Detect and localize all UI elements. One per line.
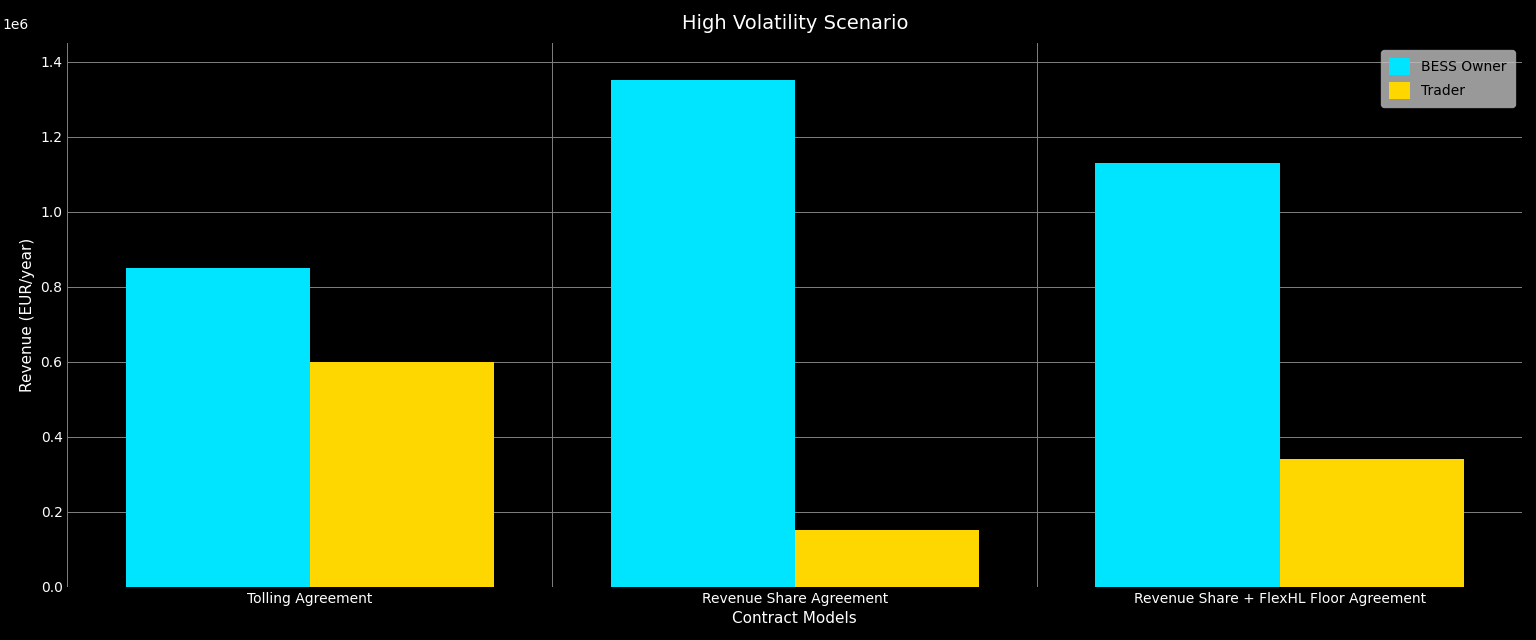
Bar xyxy=(610,80,794,587)
Bar xyxy=(794,531,978,587)
Bar xyxy=(126,268,310,587)
Y-axis label: Revenue (EUR/year): Revenue (EUR/year) xyxy=(20,237,35,392)
Title: High Volatility Scenario: High Volatility Scenario xyxy=(682,14,908,33)
X-axis label: Contract Models: Contract Models xyxy=(733,611,857,626)
Bar xyxy=(1095,163,1279,587)
Bar xyxy=(310,362,495,587)
Bar xyxy=(1279,459,1464,587)
Text: 1e6: 1e6 xyxy=(2,18,28,32)
Legend: BESS Owner, Trader: BESS Owner, Trader xyxy=(1381,50,1514,108)
